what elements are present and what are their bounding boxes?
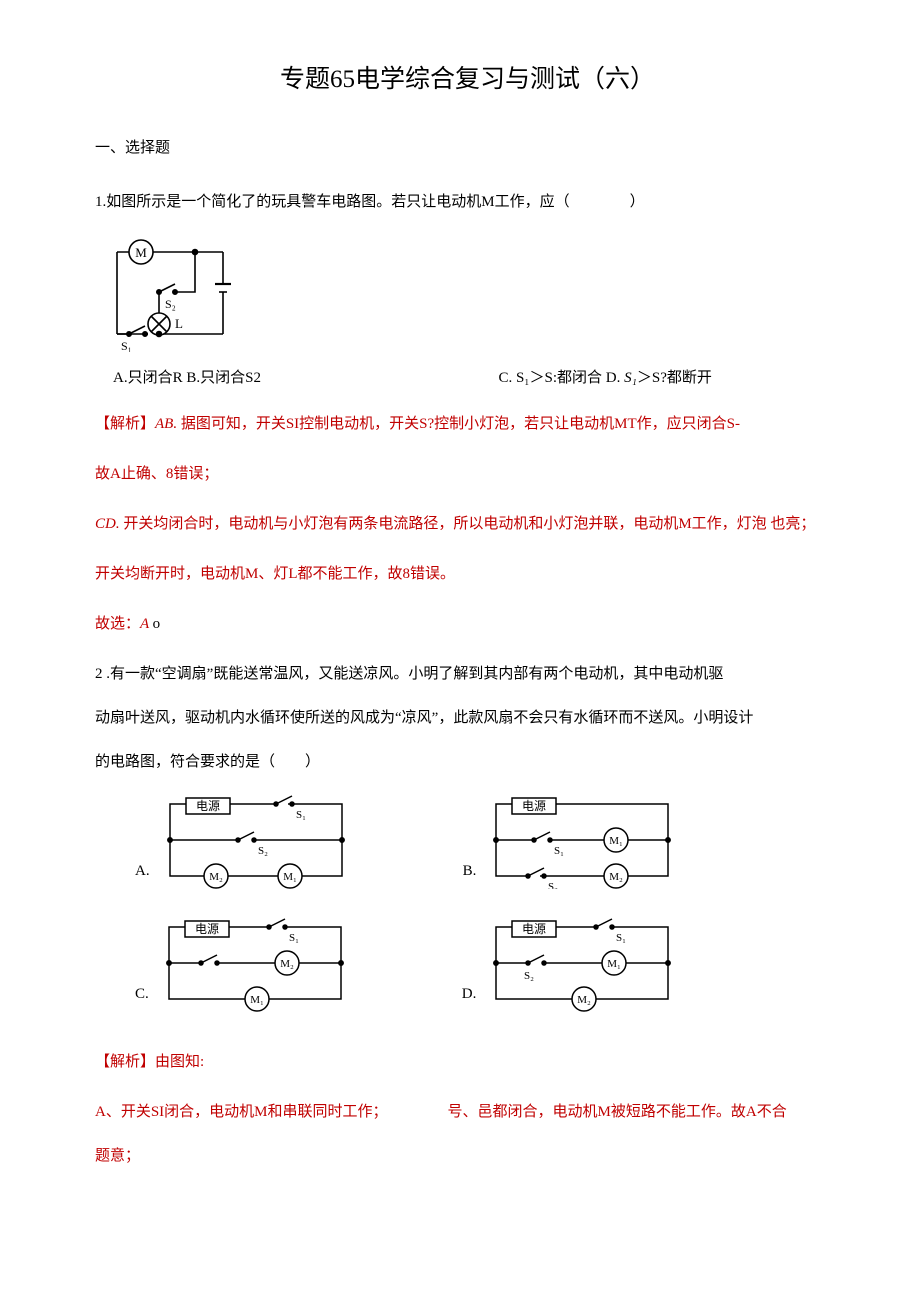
svg-text:M₁: M₁ [283,871,297,883]
svg-text:M₂: M₂ [209,871,223,883]
q1-option-d-post: ＞S?都断开 [637,370,712,386]
q1-analysis-3: CD. 开关均闭合时，电动机与小灯泡有两条电流路径，所以电动机和小灯泡并联，电动… [95,506,840,542]
svg-text:电源: 电源 [195,922,219,936]
q2-label-a: A. [135,859,150,889]
svg-text:S₁: S₁ [289,932,299,944]
page-title: 专题65电学综合复习与测试（六） [95,60,840,100]
q1-option-c: C. S₁＞S:都闭合 [498,370,605,386]
q2-diagram-d: 电源 S₁ S₂ M₁ M₂ [484,917,679,1012]
svg-text:S₁: S₁ [121,339,132,352]
q2-label-d: D. [462,982,477,1012]
svg-text:S₂: S₂ [258,845,268,857]
q2-label-c: C. [135,982,149,1012]
q1-analysis-2: 故A止确、8错误； [95,456,840,492]
q2-analysis-3: 题意； [95,1138,840,1174]
q2-stem-1: 2 .有一款“空调扇”既能送常温风，又能送凉风。小明了解到其内部有两个电动机，其… [95,656,840,692]
q1-circuit-diagram: M L S₂ S₁ [95,234,840,352]
svg-text:M₂: M₂ [280,958,294,970]
q1-option-a: A.只闭合R [113,370,186,386]
svg-text:S₂: S₂ [524,970,534,982]
svg-text:电源: 电源 [196,799,220,813]
q2-diagram-c: 电源 S₁ M₂ M₁ [157,917,352,1012]
q1-analysis-4: 开关均断开时，电动机M、灯L都不能工作，故8错误。 [95,556,840,592]
svg-text:电源: 电源 [522,799,546,813]
q1-option-d-ital: S₁ [624,370,637,386]
svg-text:S₂: S₂ [165,297,176,311]
svg-text:M₁: M₁ [608,958,622,970]
section-heading: 一、选择题 [95,136,840,160]
q2-diagrams-row-2: C. 电源 S [95,917,840,1030]
q2-diagram-b: 电源 S₁ M₁ S₂ M₂ [484,794,679,889]
q2-label-b: B. [463,859,477,889]
q2-stem-3: 的电路图，符合要求的是（ ） [95,744,840,780]
svg-text:S₂: S₂ [548,881,558,889]
q2-stem-2: 动扇叶送风，驱动机内水循环使所送的风成为“凉风”，此款风扇不会只有水循环而不送风… [95,700,840,736]
q2-analysis-2: A、开关SI闭合，电动机M和串联同时工作；号、邑都闭合，电动机M被短路不能工作。… [95,1094,840,1130]
svg-text:L: L [175,316,183,331]
svg-text:S₁: S₁ [296,809,306,821]
q2-diagram-a: 电源 S₁ S₂ M₁ M₂ [158,794,353,889]
svg-text:M₁: M₁ [250,994,264,1006]
q1-options: A.只闭合R B.只闭合S2 C. S₁＞S:都闭合 D. S₁＞S?都断开 [113,366,840,390]
q1-analysis-1: 【解析】AB. 据图可知，开关SI控制电动机，开关S?控制小灯泡，若只让电动机M… [95,406,840,442]
svg-text:S₁: S₁ [616,932,626,944]
svg-text:S₁: S₁ [554,845,564,857]
svg-text:M₁: M₁ [610,835,624,847]
q2-analysis-1: 【解析】由图知: [95,1044,840,1080]
q1-option-b: B.只闭合S2 [186,370,261,386]
q1-conclusion: 故选：A o [95,606,840,642]
svg-text:M₂: M₂ [610,871,624,883]
svg-text:M₂: M₂ [578,994,592,1006]
svg-text:M: M [135,245,147,260]
svg-text:电源: 电源 [522,922,546,936]
q1-stem: 1.如图所示是一个简化了的玩具警车电路图。若只让电动机M工作，应（ ） [95,184,840,220]
q2-diagrams-row-1: A. 电 [95,794,840,907]
q1-option-d-pre: D. [606,370,624,386]
